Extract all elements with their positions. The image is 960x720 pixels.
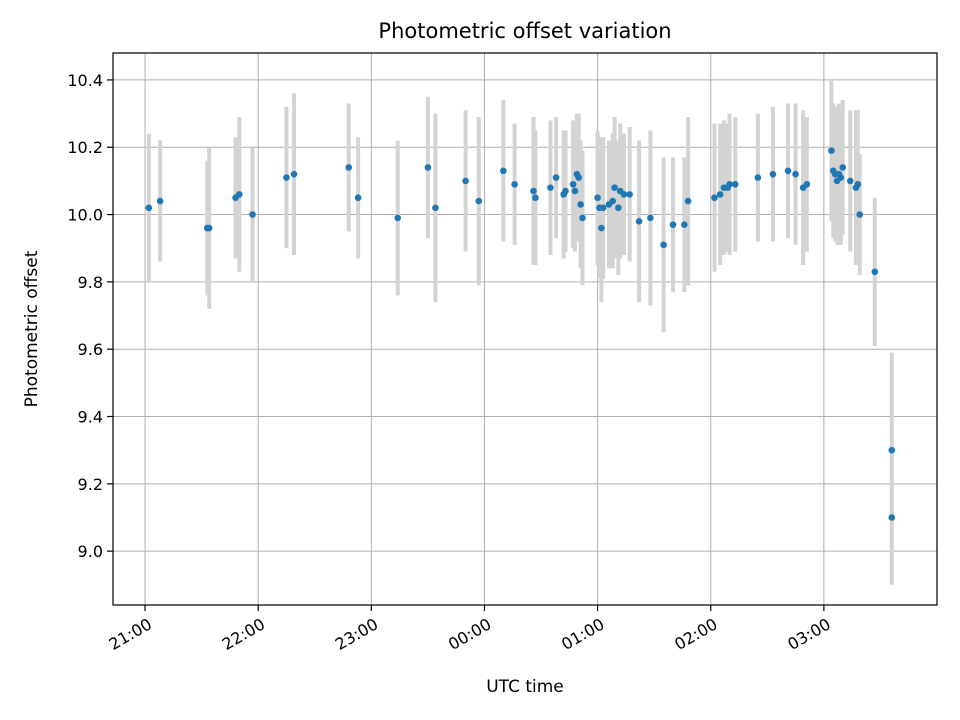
data-point <box>888 446 896 454</box>
data-point <box>846 177 854 185</box>
data-point <box>511 180 518 188</box>
data-point <box>462 177 469 185</box>
data-point <box>803 180 811 188</box>
data-point <box>647 214 654 222</box>
data-point <box>769 170 777 178</box>
data-point <box>156 197 164 205</box>
data-point <box>611 184 618 191</box>
data-point <box>432 204 439 212</box>
data-point <box>579 214 586 222</box>
data-point <box>856 211 863 218</box>
data-point <box>394 214 402 222</box>
data-point <box>609 197 616 205</box>
data-point <box>731 180 739 188</box>
plot-frame <box>112 52 938 606</box>
y-tick-label: 10.0 <box>67 206 103 225</box>
data-point <box>837 174 845 181</box>
y-axis: 9.0 9.2 9.4 9.6 9.8 10.0 10.2 10.4 <box>67 71 113 561</box>
data-point <box>615 204 622 212</box>
data-point <box>599 204 607 212</box>
data-point <box>711 194 718 202</box>
data-point <box>345 164 352 171</box>
data-point <box>716 191 724 198</box>
y-tick-label: 10.2 <box>67 138 103 157</box>
data-point <box>854 180 862 188</box>
data-point <box>547 184 554 191</box>
data-point <box>145 204 153 212</box>
data-point <box>577 201 584 208</box>
data-point <box>424 164 432 171</box>
data-point <box>532 194 539 202</box>
grid-layer <box>113 53 937 605</box>
data-point <box>620 191 628 198</box>
data-point <box>626 191 633 198</box>
y-tick-label: 9.4 <box>78 408 103 427</box>
data-point <box>236 191 243 198</box>
data-point <box>669 221 677 228</box>
data-point <box>684 197 692 205</box>
data-point <box>598 224 605 232</box>
data-point <box>475 197 483 205</box>
y-tick-label: 9.2 <box>78 475 103 494</box>
point-layer <box>145 147 896 521</box>
data-point <box>500 167 507 175</box>
data-point <box>594 194 601 202</box>
data-point <box>754 174 762 181</box>
data-point <box>354 194 362 202</box>
data-point <box>283 174 290 181</box>
y-tick-label: 9.8 <box>78 273 103 292</box>
data-point <box>562 187 569 195</box>
data-point <box>290 170 298 178</box>
chart-title: Photometric offset variation <box>378 19 671 43</box>
data-point <box>888 514 896 521</box>
data-point <box>552 174 560 181</box>
data-point <box>726 180 733 188</box>
data-point <box>660 241 667 249</box>
data-point <box>569 180 577 188</box>
data-point <box>681 221 688 228</box>
y-tick-label: 10.4 <box>67 71 103 90</box>
data-point <box>530 187 537 195</box>
data-point <box>205 224 213 232</box>
data-point <box>249 211 256 218</box>
x-axis-label: UTC time <box>486 677 564 697</box>
data-point <box>575 174 583 181</box>
data-point <box>871 268 879 276</box>
data-point <box>839 164 847 171</box>
data-point <box>571 187 579 195</box>
y-tick-label: 9.0 <box>78 542 103 561</box>
y-axis-label: Photometric offset <box>22 250 42 407</box>
y-tick-label: 9.6 <box>78 340 103 359</box>
data-point <box>792 170 799 178</box>
data-point <box>635 217 643 225</box>
data-point <box>784 167 792 175</box>
data-point <box>828 147 835 154</box>
